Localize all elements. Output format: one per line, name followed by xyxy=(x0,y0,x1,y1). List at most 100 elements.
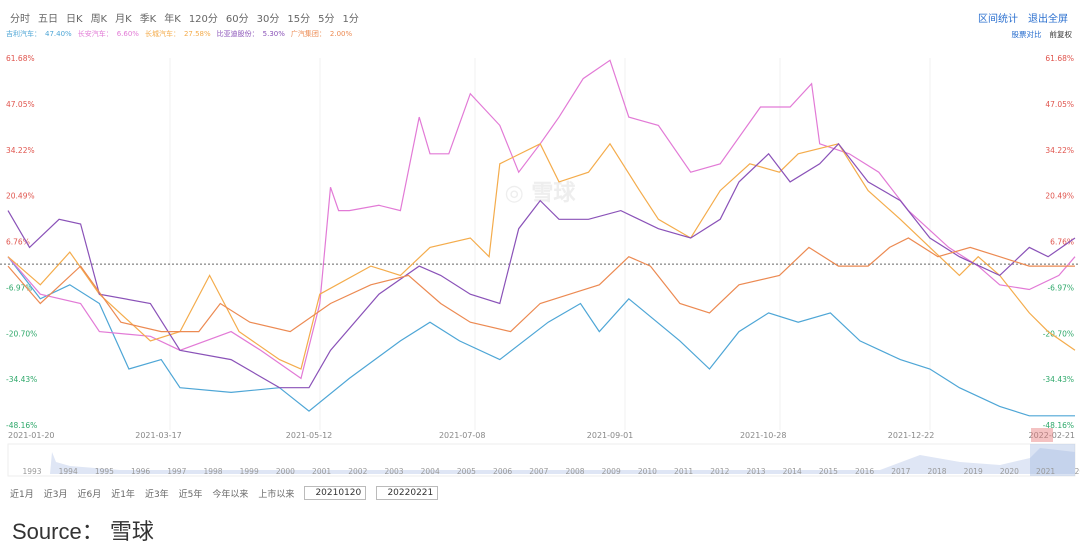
overview-year: 2020 xyxy=(1000,467,1019,476)
overview-year: 2017 xyxy=(891,467,910,476)
period-tab[interactable]: 5分 xyxy=(318,14,335,25)
y-tick-right: 6.76% xyxy=(1050,238,1074,247)
y-tick-left: 34.22% xyxy=(6,146,35,155)
overview-year: 2001 xyxy=(312,467,331,476)
y-tick-right: -6.97% xyxy=(1047,283,1074,292)
legend-value: 27.58% xyxy=(183,30,211,38)
overview-year: 2003 xyxy=(384,467,403,476)
legend-name: 长安汽车： xyxy=(77,30,113,38)
x-tick: 2021-05-12 xyxy=(286,431,333,440)
overview-year: 1997 xyxy=(167,467,186,476)
overview-year: 1999 xyxy=(240,467,259,476)
x-tick: 2021-03-17 xyxy=(135,431,182,440)
overview-area xyxy=(50,448,1075,474)
period-tab[interactable]: 分时 xyxy=(10,14,30,25)
overview-year: 2006 xyxy=(493,467,512,476)
y-tick-left: -34.43% xyxy=(6,375,37,384)
overview-year: 2018 xyxy=(927,467,946,476)
legend-name: 吉利汽车： xyxy=(6,30,41,38)
period-tab[interactable]: 月K xyxy=(115,14,132,25)
legend-item: 吉利汽车： 47.40% xyxy=(6,29,72,39)
overview-selection[interactable] xyxy=(1030,444,1075,476)
start-date-input[interactable]: 20210120 xyxy=(304,486,367,500)
overview-year: 1995 xyxy=(95,467,114,476)
selection-handle[interactable] xyxy=(1031,428,1053,442)
overview-year: 1994 xyxy=(59,467,78,476)
period-tab[interactable]: 60分 xyxy=(225,14,249,25)
period-tab[interactable]: 30分 xyxy=(256,14,280,25)
line-chart: ◎ 雪球 61.68% 61.68% 47.05% 47.05% 34.22% 34.22%… xyxy=(0,54,1080,477)
period-tab[interactable]: 15分 xyxy=(287,14,311,25)
period-tab[interactable]: 季K xyxy=(139,14,157,25)
y-tick-right: 20.49% xyxy=(1045,192,1074,201)
y-tick-left: 47.05% xyxy=(6,100,35,109)
y-tick-right: 47.05% xyxy=(1045,100,1074,109)
overview-year: 2009 xyxy=(602,467,621,476)
range-button[interactable]: 上市以来 xyxy=(258,489,295,500)
legend-item: 长城汽车： 27.58% xyxy=(145,29,211,39)
period-tab[interactable]: 年K xyxy=(164,14,181,25)
period-tab[interactable]: 五日 xyxy=(38,14,58,25)
overview-year: 2002 xyxy=(348,467,367,476)
source-caption: Source： 雪球 xyxy=(12,519,154,544)
range-button[interactable]: 今年以来 xyxy=(212,489,249,500)
overview-year: 2014 xyxy=(783,467,802,476)
y-tick-left: -48.16% xyxy=(6,421,37,430)
y-tick-right: 61.68% xyxy=(1045,54,1074,63)
overview-year: 2011 xyxy=(674,467,693,476)
y-tick-left: -6.97% xyxy=(6,283,33,292)
compare-button[interactable]: 股票对比 xyxy=(1011,30,1042,39)
overview-year: 2000 xyxy=(276,467,295,476)
x-tick: 2021-07-08 xyxy=(439,431,486,440)
overview-year: 1993 xyxy=(22,467,41,476)
range-button[interactable]: 近6月 xyxy=(77,489,102,500)
range-stats-button[interactable]: 区间统计 xyxy=(978,14,1018,25)
legend-name: 比亚迪股份： xyxy=(216,30,259,38)
x-tick: 2021-10-28 xyxy=(740,431,787,440)
end-date-input[interactable]: 20220221 xyxy=(376,486,439,500)
overview-year: 202 xyxy=(1075,467,1080,476)
period-tab[interactable]: 周K xyxy=(90,14,108,25)
overview-year: 1998 xyxy=(203,467,222,476)
adjust-select[interactable]: 前复权 xyxy=(1049,30,1073,39)
range-button[interactable]: 近5年 xyxy=(178,489,203,500)
y-tick-right: -20.70% xyxy=(1043,329,1074,338)
range-button[interactable]: 近1年 xyxy=(111,489,135,500)
y-tick-right: 34.22% xyxy=(1045,146,1074,155)
legend: 吉利汽车： 47.40% 长安汽车： 6.60% 长城汽车： 27.58% 比亚迪股份： 5.… xyxy=(6,29,352,39)
x-tick: 2022-02-21 xyxy=(1029,431,1076,440)
period-tab[interactable]: 1分 xyxy=(342,14,359,25)
period-toolbar: 分时 五日 日K 周K 月K 季K 年K 120分 60分 30分 15分 5分 1分 xyxy=(10,10,359,25)
overview-year: 2005 xyxy=(457,467,476,476)
range-button[interactable]: 近3年 xyxy=(144,489,169,500)
overview-year: 2021 xyxy=(1036,467,1055,476)
series-line xyxy=(7,59,1076,380)
legend-name: 长城汽车： xyxy=(144,30,180,38)
period-tab[interactable]: 日K xyxy=(66,14,83,25)
range-bar: 近1月 近3月 近6月 近1年 近3年 近5年 今年以来 上市以来 20210120 202202… xyxy=(10,486,439,500)
range-button[interactable]: 近3月 xyxy=(43,489,68,500)
x-tick: 2021-01-20 xyxy=(8,431,55,440)
y-tick-left: 20.49% xyxy=(6,192,35,201)
period-tab[interactable]: 120分 xyxy=(188,14,218,25)
y-tick-right: -34.43% xyxy=(1043,375,1074,384)
overview-year: 2019 xyxy=(964,467,983,476)
x-tick: 2021-09-01 xyxy=(587,431,634,440)
overview-year: 2015 xyxy=(819,467,838,476)
overview-year: 2013 xyxy=(746,467,765,476)
series-line xyxy=(7,142,1076,370)
exit-fullscreen-button[interactable]: 退出全屏 xyxy=(1028,14,1068,25)
y-tick-left: 6.76% xyxy=(6,238,30,247)
overview-year: 2010 xyxy=(638,467,657,476)
y-tick-left: 61.68% xyxy=(6,54,35,63)
legend-actions: 股票对比 前复权 xyxy=(1012,29,1073,40)
legend-item: 长安汽车： 6.60% xyxy=(78,29,139,39)
legend-item: 比亚迪股份： 5.30% xyxy=(217,29,285,39)
series-line xyxy=(7,256,1075,417)
legend-value: 2.00% xyxy=(329,30,353,38)
series-line xyxy=(7,237,1075,333)
legend-item: 广汽集团： 2.00% xyxy=(291,29,352,39)
legend-name: 广汽集团： xyxy=(290,30,326,38)
range-button[interactable]: 近1月 xyxy=(10,489,34,500)
y-tick-left: -20.70% xyxy=(6,329,37,338)
